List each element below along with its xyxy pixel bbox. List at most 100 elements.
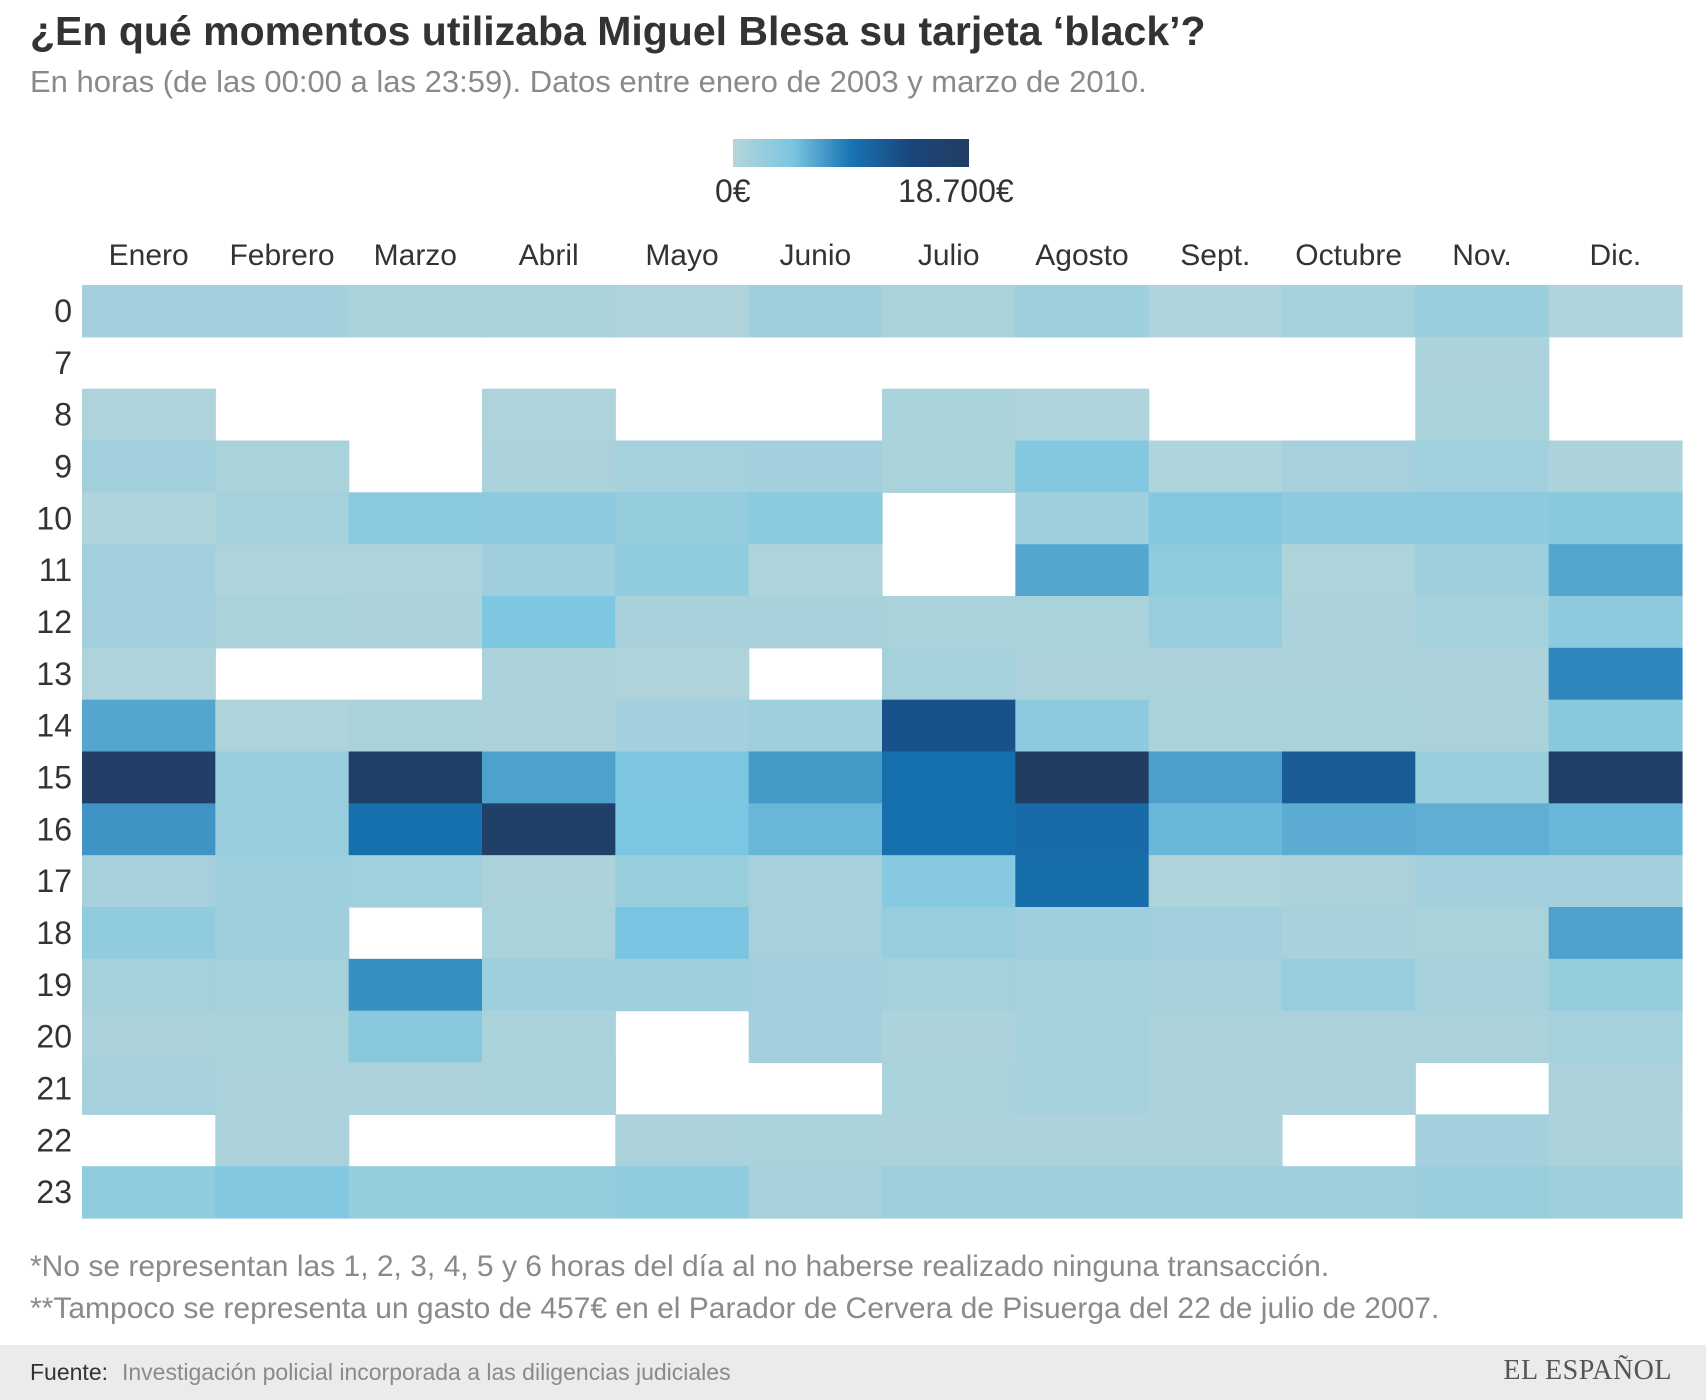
heatmap-cell [1548,958,1683,1012]
hour-label: 11 [39,552,72,588]
heatmap-cell [1282,492,1416,545]
month-label: Octubre [1295,239,1402,272]
heatmap-cell [82,544,216,597]
month-label: Nov. [1452,239,1511,272]
chart-title: ¿En qué momentos utilizaba Miguel Blesa … [30,8,1206,54]
heatmap-cell [748,285,883,338]
heatmap-cell [1415,803,1550,856]
heatmap-cell [1548,596,1683,649]
heatmap-cell [1548,699,1683,753]
heatmap-cell [348,699,483,753]
heatmap-cell [482,388,616,442]
footnote-excluded-expense: **Tampoco se representa un gasto de 457€… [30,1292,1440,1325]
heatmap-cell [882,1166,1016,1219]
heatmap-cell [1415,907,1550,960]
heatmap-cell [1148,544,1283,597]
heatmap-cell [82,1062,216,1115]
heatmap-cell [748,492,883,545]
hour-label: 20 [36,1019,72,1055]
heatmap-cell [615,699,750,753]
chart-subtitle: En horas (de las 00:00 a las 23:59). Dat… [30,64,1147,99]
heatmap-cell [1148,855,1283,908]
heatmap-cell [348,1166,483,1219]
heatmap-cell [615,907,750,960]
heatmap-cell [882,1010,1016,1064]
heatmap-cell [215,1166,350,1219]
heatmap-cell [748,1114,883,1167]
legend-min-label: 0€ [715,173,751,209]
hour-label: 18 [36,915,72,951]
heatmap-cell [82,958,216,1012]
hour-label: 19 [36,967,72,1003]
month-label: Agosto [1035,239,1128,272]
hour-label: 23 [36,1174,72,1210]
heatmap-cell [1415,285,1550,338]
heatmap-cell [1415,1114,1550,1167]
hour-label: 21 [36,1070,72,1106]
heatmap-cell [215,907,350,960]
heatmap-cell [1015,803,1150,856]
heatmap-cell [348,492,483,545]
heatmap-cell [82,492,216,545]
heatmap-cell [615,492,750,545]
heatmap-cell [482,544,616,597]
heatmap-cell [882,1114,1016,1167]
footnote-missing-hours: *No se representan las 1, 2, 3, 4, 5 y 6… [30,1250,1330,1283]
heatmap-cell [348,1062,483,1115]
heatmap-cell [748,1166,883,1219]
heatmap-cell [615,440,750,493]
heatmap-cell [215,440,350,493]
heatmap-cell [1015,285,1150,338]
heatmap-cell [215,1062,350,1115]
heatmap-cell [1148,1114,1283,1167]
heatmap-cell [482,855,616,908]
hour-labels: 0 7 8 9 10 11 12 13 14 15 16 17 18 19 20 21 22 23 [36,293,72,1210]
heatmap-cell [615,544,750,597]
heatmap-cell [1148,958,1283,1012]
heatmap-cell [615,1114,750,1167]
heatmap-cell [1015,388,1150,442]
heatmap-cell [82,699,216,753]
heatmap-cell [1415,751,1550,804]
heatmap-cell [215,492,350,545]
hour-label: 22 [36,1122,72,1158]
heatmap-cell [1548,440,1683,493]
heatmap-cell [482,907,616,960]
heatmap-cell [215,803,350,856]
heatmap-cell [1282,803,1416,856]
heatmap-cell [1548,1166,1683,1219]
heatmap-cell [1282,647,1416,701]
heatmap-cell [882,907,1016,960]
heatmap-cell [1148,1062,1283,1115]
month-label: Julio [918,239,980,272]
heatmap-cell [215,596,350,649]
heatmap-cell [1148,1010,1283,1064]
month-label: Sept. [1180,239,1250,272]
heatmap-cell [1415,855,1550,908]
heatmap-cell [215,544,350,597]
heatmap-cell [1015,855,1150,908]
heatmap-cell [882,699,1016,753]
heatmap-cell [482,699,616,753]
heatmap-cell [882,596,1016,649]
source-label: Fuente: [30,1359,108,1385]
month-label: Abril [519,239,579,272]
heatmap-cell [615,1166,750,1219]
heatmap-cell [1415,336,1550,390]
heatmap-cell [348,803,483,856]
heatmap-cell [482,285,616,338]
footer: Fuente: Investigación policial incorpora… [0,1345,1706,1400]
heatmap-cell [748,596,883,649]
heatmap-cell [1148,596,1283,649]
heatmap-cell [1548,285,1683,338]
heatmap-cell [1415,388,1550,442]
heatmap-cell [1548,1010,1683,1064]
heatmap-cell [482,1010,616,1064]
heatmap-cell [82,440,216,493]
heatmap-cell [215,751,350,804]
heatmap-cell [482,440,616,493]
heatmap-cell [1015,1114,1150,1167]
heatmap-cell [882,647,1016,701]
hour-label: 15 [36,759,72,795]
heatmap-cell [1415,492,1550,545]
